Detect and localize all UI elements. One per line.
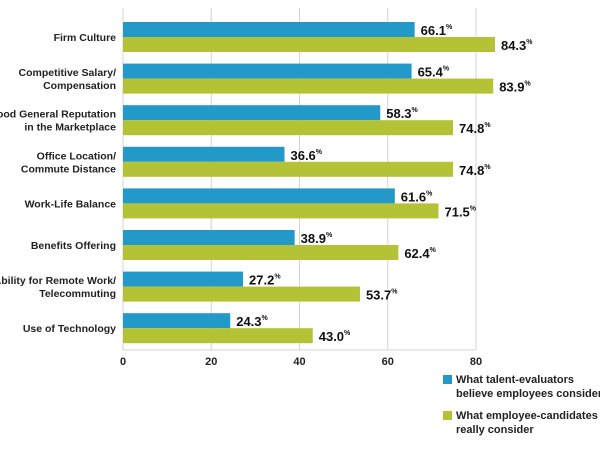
data-label-value: 38.9 — [301, 231, 326, 246]
data-label-value: 65.4 — [418, 65, 444, 80]
data-label-percent: % — [316, 149, 323, 156]
category-label: Ability for Remote Work/Telecommuting — [0, 275, 116, 300]
legend-label-line: believe employees consider — [456, 388, 600, 400]
data-label: 24.3% — [236, 314, 268, 329]
bar-evaluators — [123, 230, 295, 245]
bar-evaluators — [123, 146, 285, 162]
category-label-line: Work-Life Balance — [25, 198, 117, 210]
category-label-line: Ability for Remote Work/ — [0, 275, 116, 287]
category-label: Benefits Offering — [31, 240, 116, 252]
category-label-line: in the Marketplace — [24, 122, 116, 134]
data-label: 58.3% — [386, 106, 418, 121]
bar-candidates — [123, 120, 454, 136]
data-label-value: 83.9 — [499, 80, 524, 95]
bar-evaluators — [123, 271, 244, 287]
data-label: 62.4% — [404, 246, 436, 261]
x-tick-label: 0 — [120, 356, 126, 368]
data-label-value: 62.4 — [404, 246, 430, 261]
data-label-percent: % — [484, 122, 491, 129]
bar-candidates — [123, 78, 494, 94]
data-label-value: 74.8 — [459, 121, 484, 136]
category-label-line: Use of Technology — [23, 323, 116, 335]
bar-candidates — [123, 203, 439, 219]
data-label-percent: % — [274, 274, 281, 281]
bar-candidates — [123, 161, 454, 177]
bar-candidates — [123, 328, 313, 344]
data-label-value: 66.1 — [421, 23, 446, 38]
bar-candidates — [123, 37, 495, 52]
data-label-percent: % — [443, 66, 450, 73]
category-label-line: Firm Culture — [54, 32, 117, 44]
category-label-line: Competitive Salary/ — [19, 67, 117, 79]
data-label: 36.6% — [290, 148, 322, 163]
data-label-percent: % — [412, 107, 419, 114]
x-tick-label: 60 — [382, 356, 394, 368]
data-label-value: 71.5 — [444, 204, 469, 219]
data-label-value: 24.3 — [236, 314, 261, 329]
data-label-percent: % — [470, 205, 477, 212]
data-label-percent: % — [262, 315, 269, 322]
bar-evaluators — [123, 105, 381, 121]
data-label: 43.0% — [319, 329, 351, 344]
data-label-percent: % — [426, 190, 433, 197]
x-tick-label: 40 — [293, 356, 305, 368]
legend-label-line: really consider — [456, 424, 534, 436]
data-label-percent: % — [326, 232, 333, 239]
bar-evaluators — [123, 313, 231, 329]
category-label-line: Commute Distance — [21, 163, 116, 175]
data-label-value: 43.0 — [319, 329, 344, 344]
category-label: Firm Culture — [54, 32, 117, 44]
category-label: Office Location/Commute Distance — [21, 150, 116, 175]
category-label: Work-Life Balance — [25, 198, 117, 210]
data-label-percent: % — [344, 330, 351, 337]
category-label: Use of Technology — [23, 323, 116, 335]
category-label: Competitive Salary/Compensation — [19, 67, 117, 92]
data-label-value: 74.8 — [459, 163, 484, 178]
data-label-value: 36.6 — [290, 148, 315, 163]
bar-candidates — [123, 245, 399, 260]
x-tick-label: 20 — [205, 356, 217, 368]
data-label-percent: % — [526, 39, 533, 46]
legend-swatch — [443, 375, 452, 384]
x-tick-label: 80 — [470, 356, 482, 368]
bar-candidates — [123, 286, 360, 302]
data-label: 53.7% — [366, 288, 398, 303]
data-label: 74.8% — [459, 121, 491, 136]
category-label-line: Good General Reputation — [0, 109, 116, 121]
data-label-percent: % — [446, 24, 453, 31]
data-label-value: 58.3 — [386, 106, 411, 121]
data-label-percent: % — [525, 81, 532, 88]
data-label: 84.3% — [501, 38, 533, 53]
legend-label: What employee-candidates really consider — [456, 410, 598, 436]
data-label: 71.5% — [444, 204, 476, 219]
category-label-line: Compensation — [43, 80, 116, 92]
data-label-value: 84.3 — [501, 38, 526, 53]
bar-evaluators — [123, 63, 412, 79]
bar-evaluators — [123, 188, 395, 204]
legend-label-line: What employee-candidates — [456, 410, 598, 422]
data-label-value: 53.7 — [366, 288, 391, 303]
category-label: Good General Reputation in the Marketplac… — [0, 109, 116, 134]
category-label-line: Telecommuting — [39, 288, 116, 300]
data-label-percent: % — [484, 164, 491, 171]
data-label: 83.9% — [499, 80, 531, 95]
category-label-line: Office Location/ — [37, 150, 116, 162]
legend-label: What talent-evaluators believe employees … — [456, 374, 600, 400]
category-label-line: Benefits Offering — [31, 240, 116, 252]
legend-swatch — [443, 411, 452, 420]
data-label: 74.8% — [459, 163, 491, 178]
data-label-value: 27.2 — [249, 273, 274, 288]
data-label-value: 61.6 — [401, 189, 426, 204]
legend-label-line: What talent-evaluators — [456, 374, 574, 386]
data-label: 27.2% — [249, 273, 281, 288]
data-label: 66.1% — [421, 23, 453, 38]
data-label-percent: % — [391, 289, 398, 296]
data-label-percent: % — [430, 247, 437, 254]
data-label: 61.6% — [401, 189, 433, 204]
data-label: 38.9% — [301, 231, 333, 246]
bar-evaluators — [123, 22, 415, 37]
data-label: 65.4% — [418, 65, 450, 80]
